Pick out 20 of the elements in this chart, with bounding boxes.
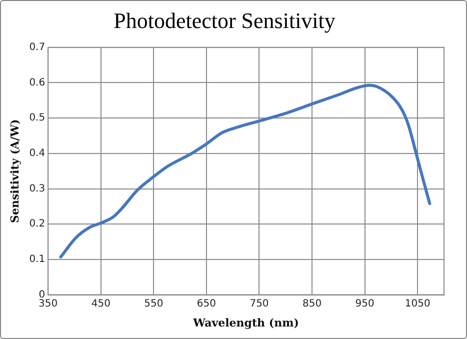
line-series <box>59 84 432 258</box>
y-tick-label: 0.5 <box>29 112 46 124</box>
y-axis-title: Sensitivity (A/W) <box>8 119 22 223</box>
y-tick-label: 0 <box>38 289 46 300</box>
y-tick-label: 0.7 <box>29 42 46 53</box>
chart-title: Photodetector Sensitivity <box>114 8 336 33</box>
x-tick-label: 550 <box>144 298 164 310</box>
y-tick-label: 0.2 <box>29 218 46 230</box>
x-tick-label: 750 <box>250 298 269 310</box>
x-tick-label: 350 <box>38 298 58 310</box>
y-tick-label: 0.4 <box>29 148 46 160</box>
y-tick-label: 0.6 <box>29 77 46 88</box>
y-tick-label: 0.1 <box>29 254 46 266</box>
x-tick-label: 950 <box>355 298 374 310</box>
x-tick-label: 450 <box>91 298 110 310</box>
x-axis-title: Wavelength (nm) <box>192 316 299 330</box>
x-tick-label: 850 <box>302 298 322 310</box>
x-tick-label: 650 <box>196 298 216 310</box>
x-tick-label: 1050 <box>404 298 430 310</box>
y-tick-label: 0.3 <box>29 183 46 194</box>
